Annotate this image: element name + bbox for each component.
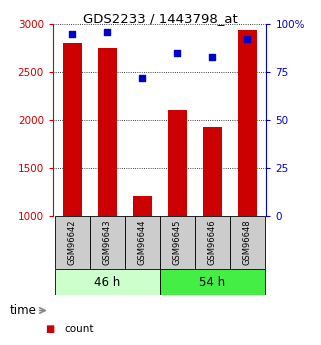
Bar bbox=[230, 216, 265, 269]
Point bbox=[140, 75, 145, 80]
Text: GDS2233 / 1443798_at: GDS2233 / 1443798_at bbox=[83, 12, 238, 25]
Bar bbox=[55, 216, 90, 269]
Point bbox=[175, 50, 180, 56]
Bar bbox=[160, 216, 195, 269]
Bar bbox=[90, 216, 125, 269]
Text: ■: ■ bbox=[45, 325, 54, 334]
Bar bbox=[133, 196, 152, 216]
Text: GSM96644: GSM96644 bbox=[138, 220, 147, 265]
Bar bbox=[98, 48, 117, 216]
Text: time: time bbox=[10, 304, 37, 317]
Point bbox=[70, 31, 75, 37]
Bar bbox=[55, 269, 160, 295]
Text: GSM96648: GSM96648 bbox=[243, 219, 252, 265]
Text: GSM96642: GSM96642 bbox=[68, 220, 77, 265]
Text: count: count bbox=[64, 325, 94, 334]
Bar bbox=[238, 30, 257, 216]
Bar bbox=[195, 216, 230, 269]
Bar bbox=[168, 110, 187, 216]
Text: 54 h: 54 h bbox=[199, 276, 225, 288]
Text: GSM96643: GSM96643 bbox=[103, 219, 112, 265]
Point bbox=[245, 37, 250, 42]
Bar bbox=[203, 127, 222, 216]
Bar bbox=[160, 269, 265, 295]
Point bbox=[210, 54, 215, 59]
Text: GSM96646: GSM96646 bbox=[208, 219, 217, 265]
Text: GSM96645: GSM96645 bbox=[173, 220, 182, 265]
Text: 46 h: 46 h bbox=[94, 276, 120, 288]
Bar bbox=[63, 43, 82, 216]
Bar bbox=[125, 216, 160, 269]
Point bbox=[105, 29, 110, 34]
